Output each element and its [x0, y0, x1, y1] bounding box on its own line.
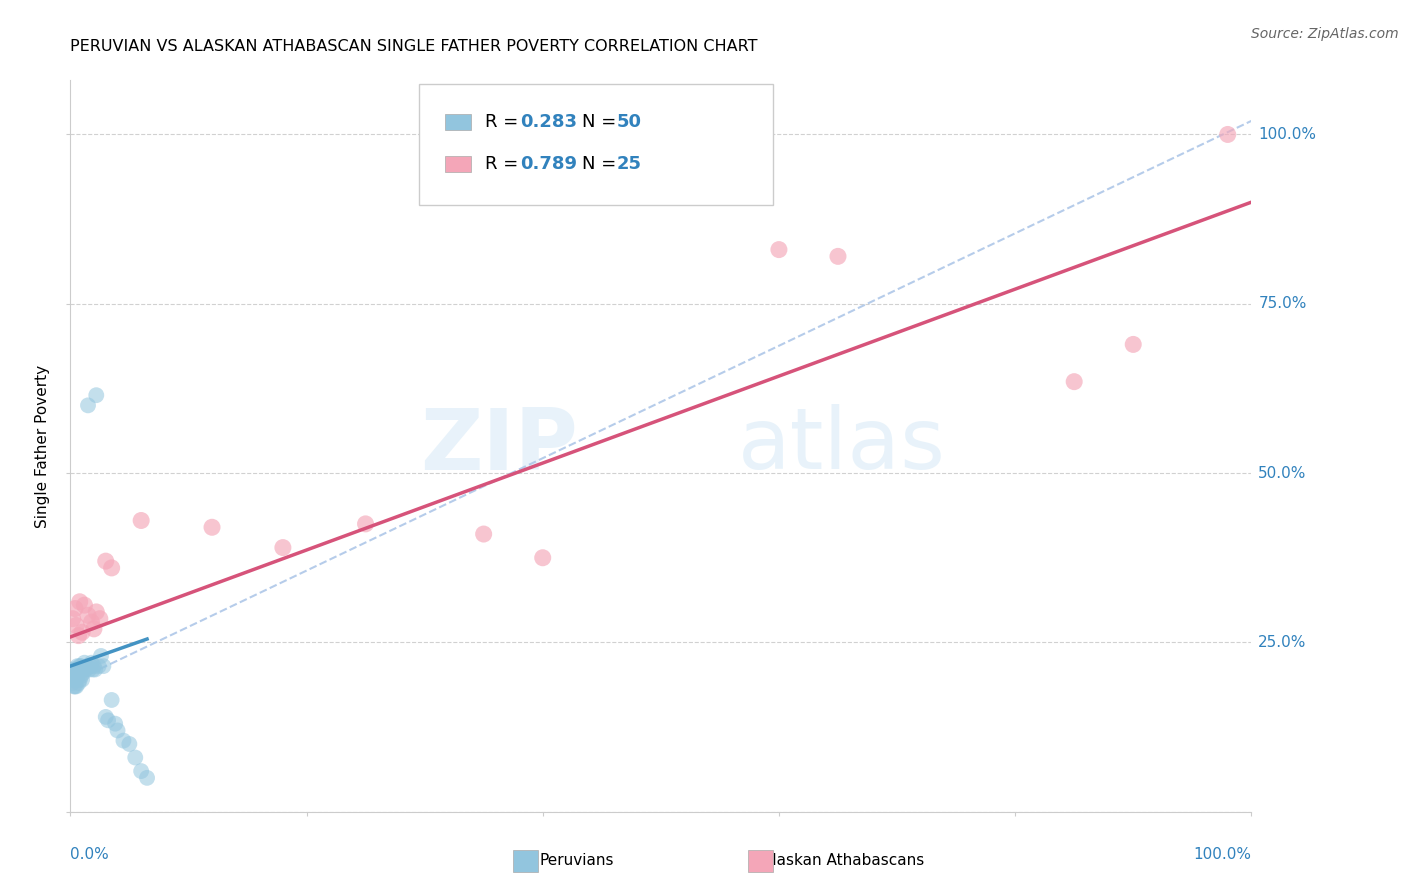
Point: [63, 673, 86, 687]
Point: [124, 750, 146, 764]
Point: [65, 663, 87, 677]
FancyBboxPatch shape: [444, 114, 471, 130]
Point: [104, 716, 127, 731]
Point: [76, 659, 98, 673]
Text: N =: N =: [582, 155, 621, 173]
Point: [129, 764, 152, 778]
Point: [97, 714, 120, 728]
Text: PERUVIAN VS ALASKAN ATHABASCAN SINGLE FATHER POVERTY CORRELATION CHART: PERUVIAN VS ALASKAN ATHABASCAN SINGLE FA…: [70, 38, 758, 54]
Point: [60, 669, 83, 683]
Point: [63, 669, 86, 683]
Point: [69, 673, 91, 687]
Text: 25.0%: 25.0%: [1258, 635, 1306, 650]
Point: [84, 605, 107, 619]
Point: [60, 673, 83, 687]
Text: 100.0%: 100.0%: [1194, 847, 1251, 863]
Point: [63, 663, 86, 677]
Point: [65, 680, 87, 694]
Point: [118, 737, 141, 751]
Point: [83, 622, 105, 636]
Text: 25: 25: [617, 155, 643, 173]
Text: 0.283: 0.283: [520, 113, 578, 131]
Point: [65, 618, 87, 632]
Point: [70, 625, 93, 640]
Point: [100, 693, 122, 707]
Point: [1216, 128, 1239, 142]
Point: [62, 612, 84, 626]
Point: [84, 663, 107, 677]
Point: [62, 676, 84, 690]
Point: [80, 615, 103, 629]
Point: [827, 249, 849, 263]
Point: [67, 665, 90, 680]
Point: [201, 520, 224, 534]
Point: [82, 663, 104, 677]
Point: [70, 659, 93, 673]
Text: 0.0%: 0.0%: [70, 847, 110, 863]
Text: ZIP: ZIP: [420, 404, 578, 488]
Point: [73, 656, 96, 670]
Point: [63, 665, 86, 680]
Point: [63, 601, 86, 615]
Text: Source: ZipAtlas.com: Source: ZipAtlas.com: [1251, 27, 1399, 41]
Point: [69, 659, 91, 673]
Point: [354, 516, 377, 531]
Point: [271, 541, 294, 555]
Point: [79, 659, 101, 673]
Text: 50.0%: 50.0%: [1258, 466, 1306, 481]
Point: [62, 669, 84, 683]
Point: [531, 550, 554, 565]
Text: 100.0%: 100.0%: [1258, 127, 1316, 142]
Point: [1122, 337, 1144, 351]
FancyBboxPatch shape: [419, 84, 773, 204]
Point: [136, 771, 159, 785]
Point: [94, 554, 117, 568]
FancyBboxPatch shape: [444, 156, 471, 172]
Point: [60, 665, 83, 680]
Text: R =: R =: [485, 155, 524, 173]
Point: [72, 665, 94, 680]
Text: 0.789: 0.789: [520, 155, 578, 173]
Point: [1063, 375, 1085, 389]
Point: [80, 656, 103, 670]
Point: [768, 243, 790, 257]
Point: [73, 598, 96, 612]
Point: [87, 659, 110, 673]
Text: 50: 50: [617, 113, 643, 131]
Y-axis label: Single Father Poverty: Single Father Poverty: [35, 365, 51, 527]
Point: [90, 648, 112, 663]
Point: [66, 659, 89, 673]
Point: [70, 673, 93, 687]
Point: [93, 659, 115, 673]
Point: [65, 673, 87, 687]
Point: [62, 663, 84, 677]
Point: [69, 595, 91, 609]
Point: [83, 659, 105, 673]
Text: Peruvians: Peruvians: [540, 854, 613, 868]
Point: [472, 527, 495, 541]
Point: [84, 388, 107, 402]
Point: [77, 398, 100, 412]
Text: 75.0%: 75.0%: [1258, 296, 1306, 311]
Text: R =: R =: [485, 113, 524, 131]
Point: [94, 710, 117, 724]
Point: [67, 676, 90, 690]
Text: atlas: atlas: [738, 404, 946, 488]
Text: Alaskan Athabascans: Alaskan Athabascans: [762, 854, 925, 868]
Point: [77, 608, 100, 623]
Point: [63, 680, 86, 694]
Point: [67, 629, 90, 643]
Point: [66, 669, 89, 683]
Point: [112, 733, 135, 747]
Point: [100, 561, 122, 575]
Point: [129, 514, 152, 528]
Point: [77, 663, 100, 677]
Point: [75, 663, 97, 677]
Point: [63, 680, 86, 694]
Point: [89, 612, 111, 626]
Point: [107, 723, 129, 738]
Text: N =: N =: [582, 113, 621, 131]
Point: [70, 669, 93, 683]
Point: [70, 663, 93, 677]
